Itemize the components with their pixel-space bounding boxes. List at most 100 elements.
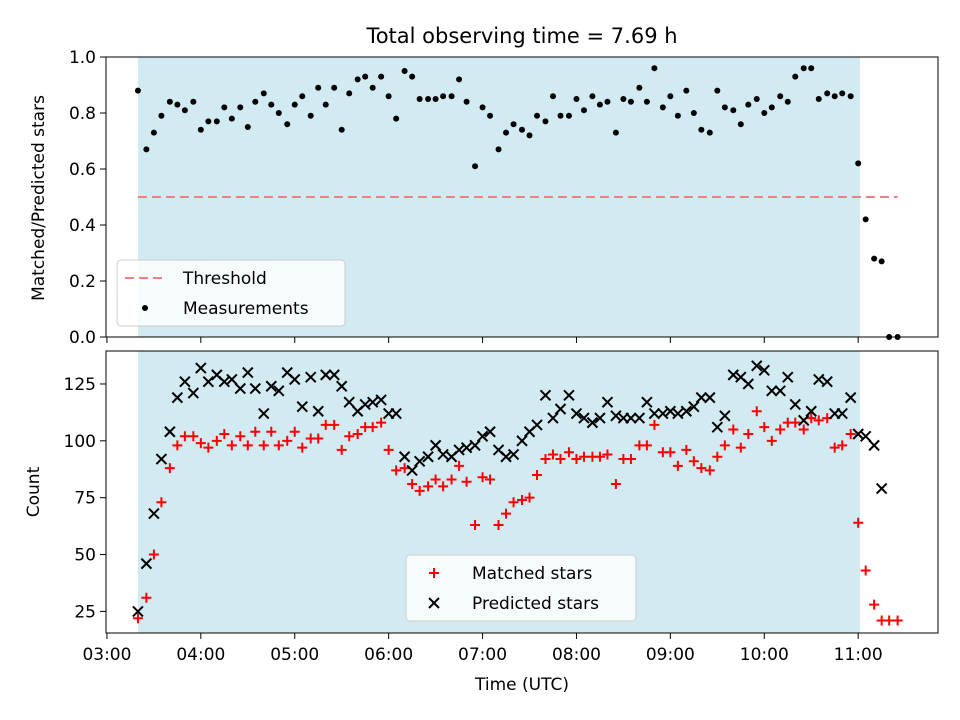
predicted-star-marker (218, 375, 231, 388)
counts-panel: 25 50 75 100 125 03:00 04:00 05:00 06:00 07:00 08:… (64, 350, 939, 665)
matched-star-marker (289, 426, 300, 437)
measurement-point (737, 121, 744, 128)
matched-star-marker (438, 481, 449, 492)
y-tick-label: 50 (74, 546, 96, 566)
matched-star-marker (407, 479, 418, 490)
measurement-point (674, 112, 681, 119)
predicted-star-marker (711, 421, 724, 433)
matched-star-marker (399, 463, 410, 474)
measurement-point (878, 258, 885, 265)
predicted-star-marker (366, 396, 379, 408)
matched-star-marker (313, 433, 324, 444)
matched-star-marker (493, 519, 504, 530)
matched-star-marker (649, 419, 660, 430)
legend-predicted-swatch (428, 597, 440, 609)
measurement-point (181, 107, 188, 114)
measurement-point (440, 93, 447, 100)
predicted-star-marker (625, 412, 637, 424)
predicted-star-marker (672, 407, 684, 420)
matched-star-marker (532, 469, 543, 480)
matched-star-marker (235, 431, 246, 442)
y-tick-label: 0.8 (69, 104, 96, 124)
matched-star-marker (829, 442, 840, 453)
matched-star-marker (524, 492, 535, 503)
predicted-star-marker (343, 396, 355, 408)
matched-star-marker (688, 456, 699, 467)
measurement-point (190, 98, 197, 105)
measurement-point (472, 163, 479, 170)
y-tick-label: 0.6 (69, 160, 96, 180)
matched-star-marker (806, 413, 817, 424)
measurement-point (487, 112, 494, 119)
legend-label: Predicted stars (472, 594, 599, 614)
matched-star-marker (383, 444, 394, 455)
matched-star-marker (641, 440, 652, 451)
measurement-point (721, 104, 728, 111)
plot-frame (105, 350, 939, 634)
matched-star-marker (759, 422, 770, 433)
measurement-point (479, 104, 486, 111)
measurement-point (573, 96, 580, 102)
predicted-star-marker (226, 373, 238, 386)
predicted-star-marker (413, 455, 426, 468)
measurement-point (346, 90, 353, 97)
predicted-star-marker (727, 369, 739, 381)
measurement-point (690, 110, 697, 116)
measurement-point (565, 112, 572, 119)
predicted-star-marker (155, 453, 168, 465)
matched-star-marker (446, 474, 457, 485)
measurement-point (237, 104, 244, 111)
matched-star-marker (203, 442, 214, 453)
measurement-point (831, 93, 838, 100)
measurement-point (862, 216, 869, 223)
predicted-star-marker (554, 403, 567, 415)
measurement-point (651, 65, 658, 72)
matched-star-marker (853, 517, 864, 528)
measurement-point (456, 76, 463, 83)
measurement-point (369, 84, 376, 91)
predicted-star-marker (664, 405, 677, 417)
predicted-star-marker (234, 382, 246, 395)
predicted-star-marker (782, 371, 794, 383)
matched-star-marker (719, 440, 730, 451)
matched-star-marker (892, 615, 903, 626)
predicted-star-marker (821, 375, 833, 388)
matched-star-marker (477, 472, 488, 483)
measurement-point (683, 87, 690, 94)
measurement-point (549, 93, 556, 100)
predicted-star-marker (836, 407, 848, 420)
matched-star-marker (179, 431, 190, 442)
predicted-star-marker (422, 451, 434, 463)
matched-star-marker (610, 479, 621, 490)
y-tick-label: 0.4 (69, 216, 96, 236)
predicted-star-marker (641, 396, 653, 408)
predicted-star-marker (507, 448, 520, 461)
measurement-point (730, 107, 737, 114)
predicted-star-marker (875, 482, 888, 495)
matched-star-marker (540, 454, 551, 465)
measurement-point (643, 98, 650, 105)
predicted-star-marker (305, 371, 317, 383)
predicted-star-marker (398, 451, 411, 463)
predicted-star-marker (460, 441, 473, 454)
x-tick-label: 06:00 (364, 645, 413, 665)
x-tick-label: 10:00 (740, 645, 789, 665)
predicted-star-marker (539, 389, 552, 402)
x-tick-label: 11:00 (834, 645, 883, 665)
matched-star-marker (211, 435, 222, 446)
x-tick-label: 04:00 (176, 645, 225, 665)
measurement-point (315, 84, 322, 91)
matched-star-marker (563, 447, 574, 458)
measurement-point (244, 124, 251, 130)
predicted-star-marker (320, 369, 332, 381)
matched-star-marker (735, 442, 746, 453)
measurement-point (714, 87, 721, 94)
matched-star-marker (188, 431, 199, 442)
matched-star-marker (728, 424, 739, 435)
legend-label: Measurements (183, 299, 309, 319)
y-tick-label: 1.0 (69, 48, 96, 68)
measurement-point (463, 98, 470, 105)
measurement-point (322, 101, 329, 108)
top-y-axis-label: Matched/Predicted stars (29, 95, 49, 301)
predicted-star-marker (187, 387, 200, 399)
